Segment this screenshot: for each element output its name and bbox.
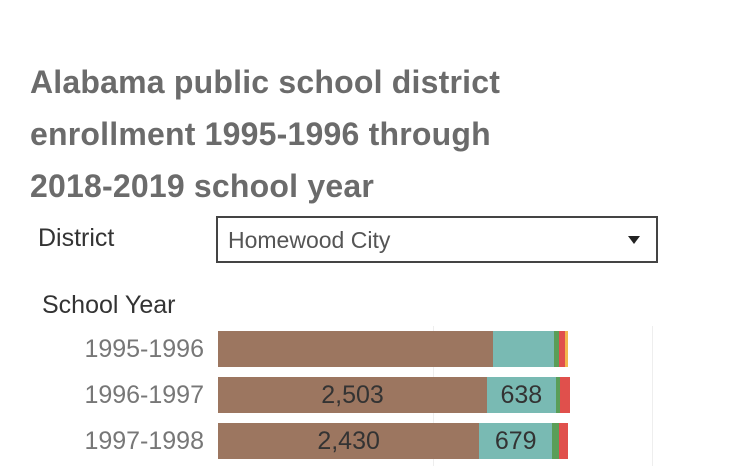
chevron-down-icon[interactable] bbox=[628, 236, 640, 244]
bar-segment[interactable]: 2,503 bbox=[218, 377, 488, 413]
data-label: 638 bbox=[500, 381, 543, 409]
data-label: 2,430 bbox=[317, 427, 380, 455]
bar-segment[interactable] bbox=[552, 423, 559, 459]
chart-title: Alabama public school district enrollmen… bbox=[30, 56, 630, 212]
title-line: Alabama public school district bbox=[30, 64, 501, 100]
title-line: 2018-2019 school year bbox=[30, 168, 374, 204]
category-label: 1997-1998 bbox=[84, 427, 204, 455]
title-line: enrollment 1995-1996 through bbox=[30, 116, 491, 152]
gridline bbox=[652, 326, 653, 466]
bar-segment[interactable]: 2,430 bbox=[218, 423, 480, 459]
bar-segment[interactable]: 638 bbox=[487, 377, 556, 413]
data-label: 679 bbox=[494, 427, 537, 455]
enrollment-bar-chart: 1995-1996 1996-1997 2,503 638 1997-1998 2,430… bbox=[84, 326, 653, 466]
data-label: 2,503 bbox=[321, 381, 384, 409]
district-dropdown[interactable]: Homewood City bbox=[216, 216, 658, 263]
bar-segment[interactable] bbox=[493, 331, 555, 367]
bar-segment[interactable] bbox=[558, 331, 566, 367]
bar-segment[interactable] bbox=[559, 377, 570, 413]
bar-segment[interactable] bbox=[218, 331, 494, 367]
district-dropdown-value: Homewood City bbox=[228, 227, 391, 253]
bar-segment[interactable] bbox=[555, 377, 560, 413]
bar-segment[interactable] bbox=[558, 423, 568, 459]
category-label: 1995-1996 bbox=[84, 335, 204, 363]
bar-segment[interactable]: 679 bbox=[479, 423, 553, 459]
y-axis-header: School Year bbox=[42, 291, 176, 319]
bar-segment[interactable] bbox=[554, 331, 559, 367]
district-filter-label: District bbox=[38, 224, 115, 252]
category-label: 1996-1997 bbox=[84, 381, 204, 409]
bar-segment[interactable] bbox=[565, 331, 568, 367]
